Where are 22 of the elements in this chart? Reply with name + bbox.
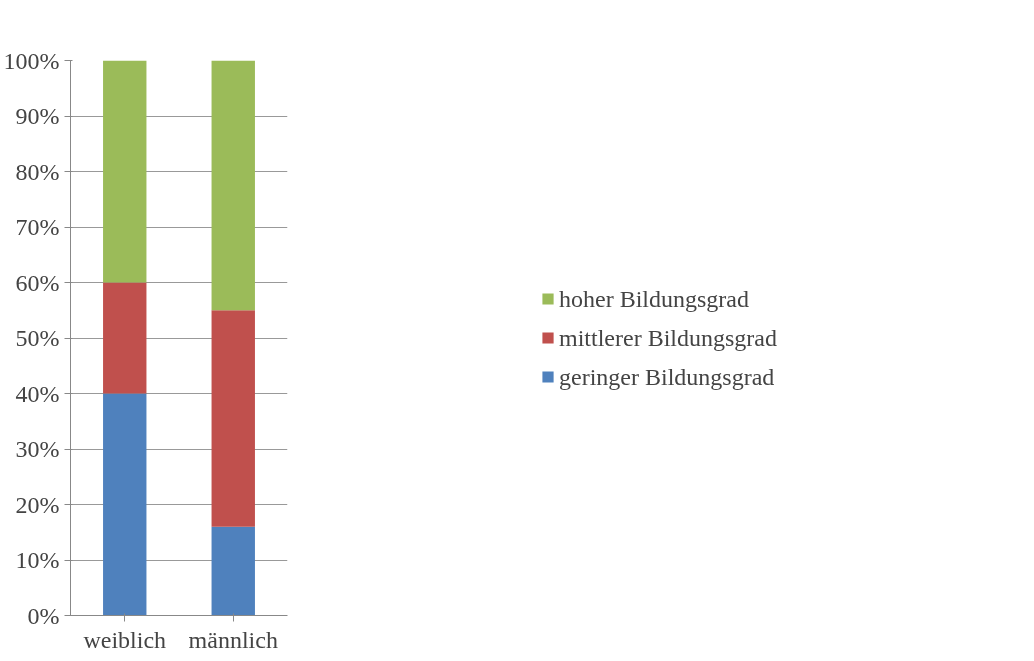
bar — [211, 60, 255, 311]
y-tick-label: 70% — [15, 214, 60, 240]
bar — [211, 526, 255, 616]
legend-label: geringer Bildungsgrad — [559, 363, 775, 390]
legend-label: mittlerer Bildungsgrad — [559, 324, 777, 351]
x-tick-label: männlich — [188, 626, 278, 653]
bar — [103, 60, 147, 283]
y-tick-label: 10% — [15, 547, 60, 573]
y-tick-label: 30% — [15, 436, 60, 462]
bar — [103, 393, 147, 616]
bar — [103, 282, 147, 394]
x-tick-label: weiblich — [83, 626, 167, 653]
bar — [211, 310, 255, 527]
y-tick-label: 90% — [15, 103, 60, 129]
y-tick-label: 40% — [15, 380, 60, 407]
y-tick-label: 20% — [15, 491, 60, 518]
y-tick-label: 0% — [27, 602, 60, 629]
legend-label: hoher Bildungsgrad — [559, 285, 749, 312]
y-tick-label: 50% — [15, 325, 60, 351]
y-tick-label: 80% — [15, 158, 60, 185]
y-tick-label: 100% — [3, 47, 60, 74]
y-tick-label: 60% — [15, 269, 60, 296]
